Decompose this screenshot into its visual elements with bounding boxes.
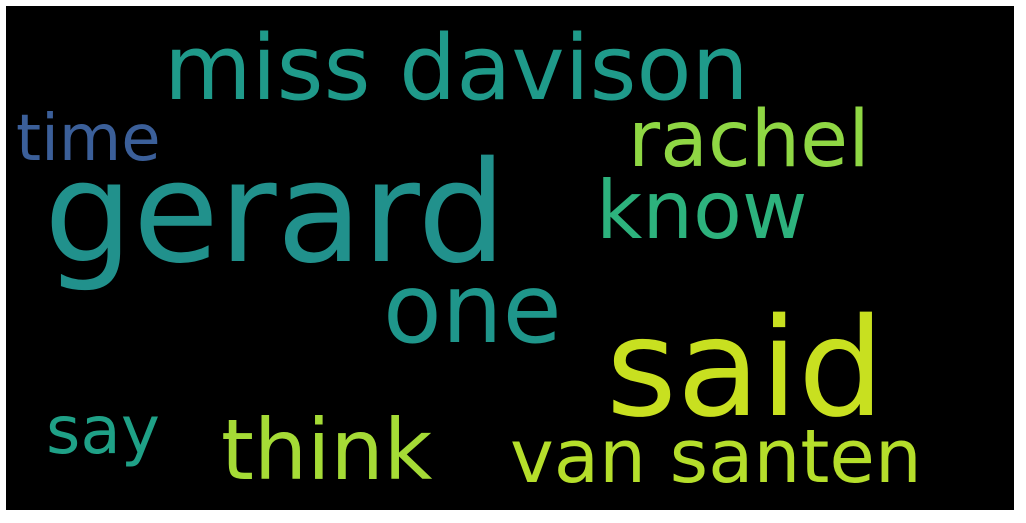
word-know: know (596, 164, 808, 257)
word-rachel: rachel (628, 95, 870, 185)
word-said: said (606, 290, 885, 448)
word-miss-davison: miss davison (164, 16, 749, 121)
word-think: think (221, 401, 433, 499)
word-cloud-canvas: miss davison time rachel gerard know one… (6, 6, 1014, 510)
word-gerard: gerard (44, 132, 507, 295)
word-say: say (46, 392, 160, 469)
word-one: one (383, 253, 562, 365)
word-time: time (16, 102, 161, 176)
word-van-santen: van santen (510, 414, 922, 500)
